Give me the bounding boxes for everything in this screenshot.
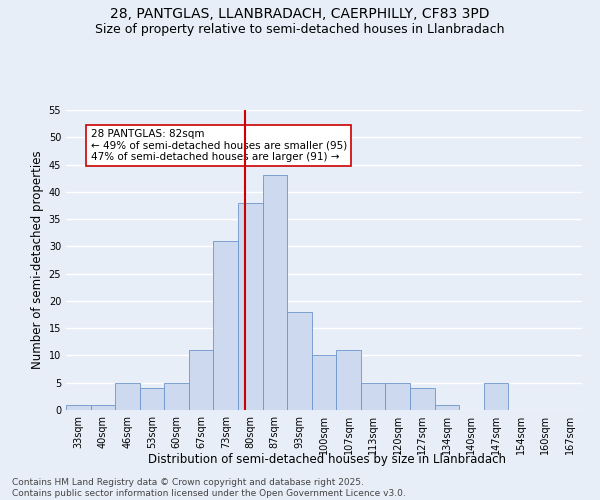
Text: 28, PANTGLAS, LLANBRADACH, CAERPHILLY, CF83 3PD: 28, PANTGLAS, LLANBRADACH, CAERPHILLY, C… — [110, 8, 490, 22]
Bar — [238, 202, 263, 410]
Bar — [189, 350, 214, 410]
Bar — [336, 350, 361, 410]
Text: Distribution of semi-detached houses by size in Llanbradach: Distribution of semi-detached houses by … — [148, 452, 506, 466]
Y-axis label: Number of semi-detached properties: Number of semi-detached properties — [31, 150, 44, 370]
Bar — [287, 312, 312, 410]
Bar — [214, 241, 238, 410]
Bar — [164, 382, 189, 410]
Bar — [312, 356, 336, 410]
Text: 28 PANTGLAS: 82sqm
← 49% of semi-detached houses are smaller (95)
47% of semi-de: 28 PANTGLAS: 82sqm ← 49% of semi-detache… — [91, 129, 347, 162]
Bar — [263, 176, 287, 410]
Text: Size of property relative to semi-detached houses in Llanbradach: Size of property relative to semi-detach… — [95, 22, 505, 36]
Bar — [484, 382, 508, 410]
Bar — [66, 404, 91, 410]
Text: Contains HM Land Registry data © Crown copyright and database right 2025.
Contai: Contains HM Land Registry data © Crown c… — [12, 478, 406, 498]
Bar — [385, 382, 410, 410]
Bar — [140, 388, 164, 410]
Bar — [434, 404, 459, 410]
Bar — [115, 382, 140, 410]
Bar — [361, 382, 385, 410]
Bar — [410, 388, 434, 410]
Bar — [91, 404, 115, 410]
